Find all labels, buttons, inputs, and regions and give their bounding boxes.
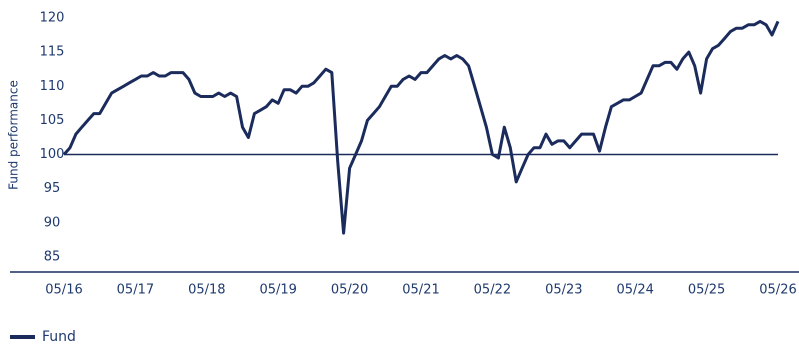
x-tick-label: 05/19: [259, 283, 296, 298]
y-tick-label: 100: [40, 147, 65, 162]
y-tick-label: 90: [44, 215, 61, 230]
x-tick-label: 05/26: [759, 283, 796, 298]
y-tick-label: 85: [44, 249, 61, 264]
y-tick-label: 120: [40, 10, 65, 25]
y-tick-label: 95: [44, 181, 61, 196]
y-tick-label: 110: [40, 79, 65, 94]
x-tick-label: 05/24: [616, 283, 653, 298]
x-tick-label: 05/18: [188, 283, 225, 298]
y-tick-label: 105: [40, 113, 65, 128]
x-tick-label: 05/17: [117, 283, 154, 298]
y-tick-label: 115: [40, 45, 65, 60]
x-tick-label: 05/20: [331, 283, 368, 298]
legend-label: Fund: [42, 329, 76, 345]
x-tick-label: 05/16: [45, 283, 82, 298]
x-tick-label: 05/23: [545, 283, 582, 298]
x-tick-label: 05/25: [688, 283, 725, 298]
y-axis-label: Fund performance: [7, 80, 21, 190]
x-tick-label: 05/21: [402, 283, 439, 298]
fund-line: [62, 19, 780, 235]
x-tick-label: 05/22: [474, 283, 511, 298]
